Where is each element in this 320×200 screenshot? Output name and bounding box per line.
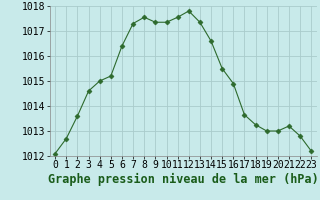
X-axis label: Graphe pression niveau de la mer (hPa): Graphe pression niveau de la mer (hPa) [48,173,319,186]
